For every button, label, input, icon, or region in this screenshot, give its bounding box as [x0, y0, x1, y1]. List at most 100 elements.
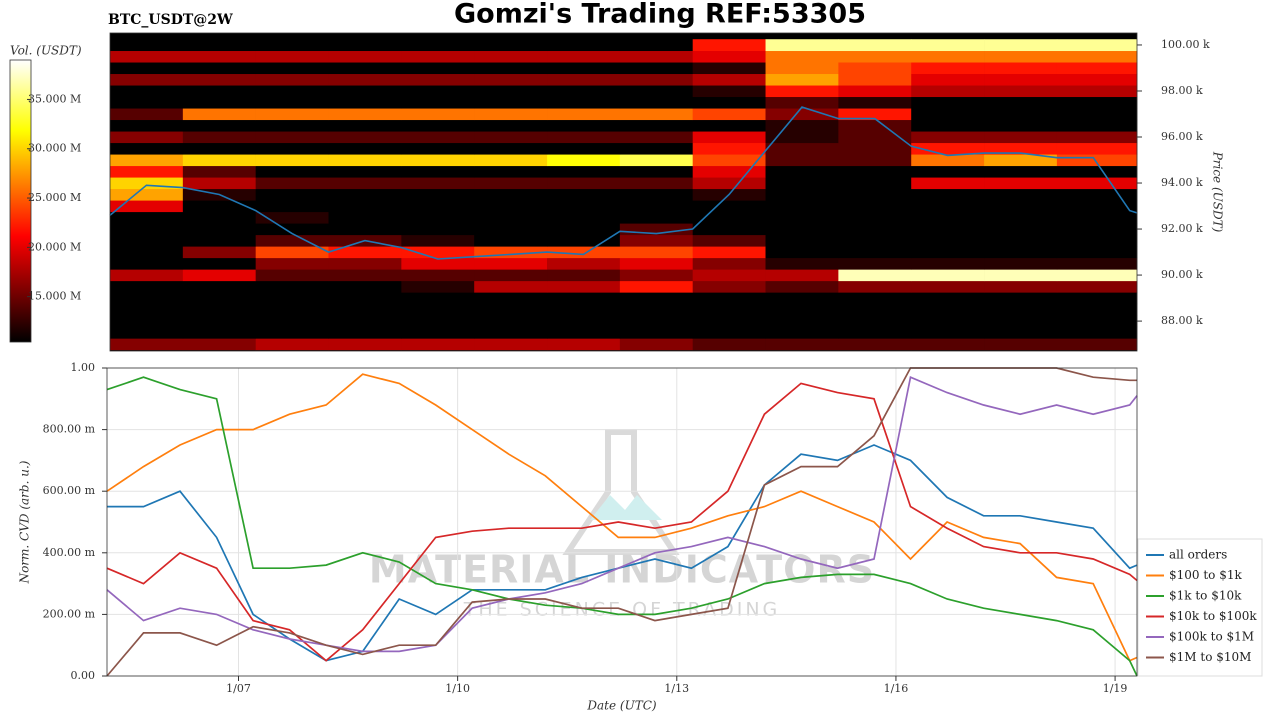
y-tick-label: 92.00 k — [1161, 222, 1203, 235]
colorbar-tick-label: 20.000 M — [28, 240, 81, 253]
heat-cell — [765, 338, 839, 351]
heat-cell — [619, 303, 693, 316]
heat-cell — [401, 257, 475, 270]
heat-cell — [328, 326, 402, 339]
heat-cell — [1056, 338, 1138, 351]
heat-cell — [1056, 257, 1138, 270]
heat-cell — [1056, 142, 1138, 155]
heat-cell — [547, 188, 621, 201]
heat-cell — [474, 211, 548, 224]
heat-cell — [619, 50, 693, 63]
heat-cell — [401, 62, 475, 75]
heat-cell — [328, 85, 402, 98]
heat-cell — [110, 200, 184, 213]
heat-cell — [328, 223, 402, 236]
heat-cell — [619, 119, 693, 132]
heat-cell — [911, 303, 985, 316]
heat-cell — [474, 303, 548, 316]
y-tick-label: 600.00 m — [43, 484, 96, 497]
heat-cell — [1056, 188, 1138, 201]
heat-cell — [255, 315, 329, 328]
heat-cell — [547, 131, 621, 144]
x-tick-label: 1/13 — [664, 682, 689, 695]
heat-cell — [911, 315, 985, 328]
heat-cell — [547, 326, 621, 339]
heat-cell — [984, 119, 1058, 132]
y-tick-label: 94.00 k — [1161, 176, 1203, 189]
heat-cell — [255, 326, 329, 339]
heat-cell — [1056, 280, 1138, 293]
heat-cell — [911, 85, 985, 98]
y-tick-label: 98.00 k — [1161, 84, 1203, 97]
heat-cell — [619, 96, 693, 109]
heat-cell — [911, 280, 985, 293]
heat-cell — [547, 39, 621, 52]
heat-cell — [1056, 108, 1138, 121]
heat-cell — [911, 108, 985, 121]
heat-cell — [255, 119, 329, 132]
heat-cell — [984, 85, 1058, 98]
heat-cell — [984, 154, 1058, 167]
heat-cell — [328, 246, 402, 259]
heat-cell — [838, 257, 912, 270]
heat-cell — [182, 85, 256, 98]
heat-cell — [765, 142, 839, 155]
heat-cell — [547, 223, 621, 236]
heat-cell — [255, 165, 329, 178]
heat-cell — [401, 165, 475, 178]
heat-cell — [1056, 119, 1138, 132]
heat-cell — [401, 269, 475, 282]
heat-cell — [328, 73, 402, 86]
heat-cell — [328, 142, 402, 155]
heat-cell — [547, 85, 621, 98]
legend: all orders $100 to $1k $1k to $10k $10k to … — [1137, 538, 1263, 677]
heat-cell — [765, 177, 839, 190]
y-tick-label: 800.00 m — [43, 423, 96, 436]
heat-cell — [838, 326, 912, 339]
heat-cell — [838, 50, 912, 63]
heat-cell — [182, 246, 256, 259]
heat-cell — [182, 269, 256, 282]
heat-cell — [255, 292, 329, 305]
heat-cell — [692, 303, 766, 316]
heat-cell — [619, 188, 693, 201]
x-tick-label: 1/19 — [1103, 682, 1128, 695]
heat-cell — [255, 246, 329, 259]
heat-cell — [765, 234, 839, 247]
heat-cell — [547, 62, 621, 75]
heat-cell — [984, 108, 1058, 121]
heat-cell — [692, 280, 766, 293]
heat-cell — [1056, 73, 1138, 86]
heat-cell — [401, 338, 475, 351]
heat-cell — [182, 280, 256, 293]
heat-cell — [547, 303, 621, 316]
heat-cell — [110, 188, 184, 201]
heat-cell — [619, 165, 693, 178]
heat-cell — [619, 108, 693, 121]
heat-cell — [619, 234, 693, 247]
heat-cell — [911, 39, 985, 52]
heat-cell — [692, 211, 766, 224]
heat-cell — [984, 292, 1058, 305]
heat-cell — [328, 165, 402, 178]
heat-cell — [474, 108, 548, 121]
heat-cell — [182, 165, 256, 178]
heat-cell — [911, 234, 985, 247]
heat-cell — [765, 39, 839, 52]
heat-cell — [765, 269, 839, 282]
heat-cell — [838, 280, 912, 293]
heat-cell — [911, 292, 985, 305]
heat-cell — [182, 62, 256, 75]
heat-cell — [547, 177, 621, 190]
heat-cell — [838, 39, 912, 52]
heat-cell — [765, 119, 839, 132]
legend-label: $1M to $10M — [1169, 650, 1251, 664]
heat-cell — [984, 165, 1058, 178]
heat-cell — [328, 292, 402, 305]
heat-cell — [474, 257, 548, 270]
heat-cell — [110, 326, 184, 339]
heat-cell — [328, 269, 402, 282]
heat-cell — [401, 85, 475, 98]
heat-cell — [619, 73, 693, 86]
heat-cell — [110, 246, 184, 259]
